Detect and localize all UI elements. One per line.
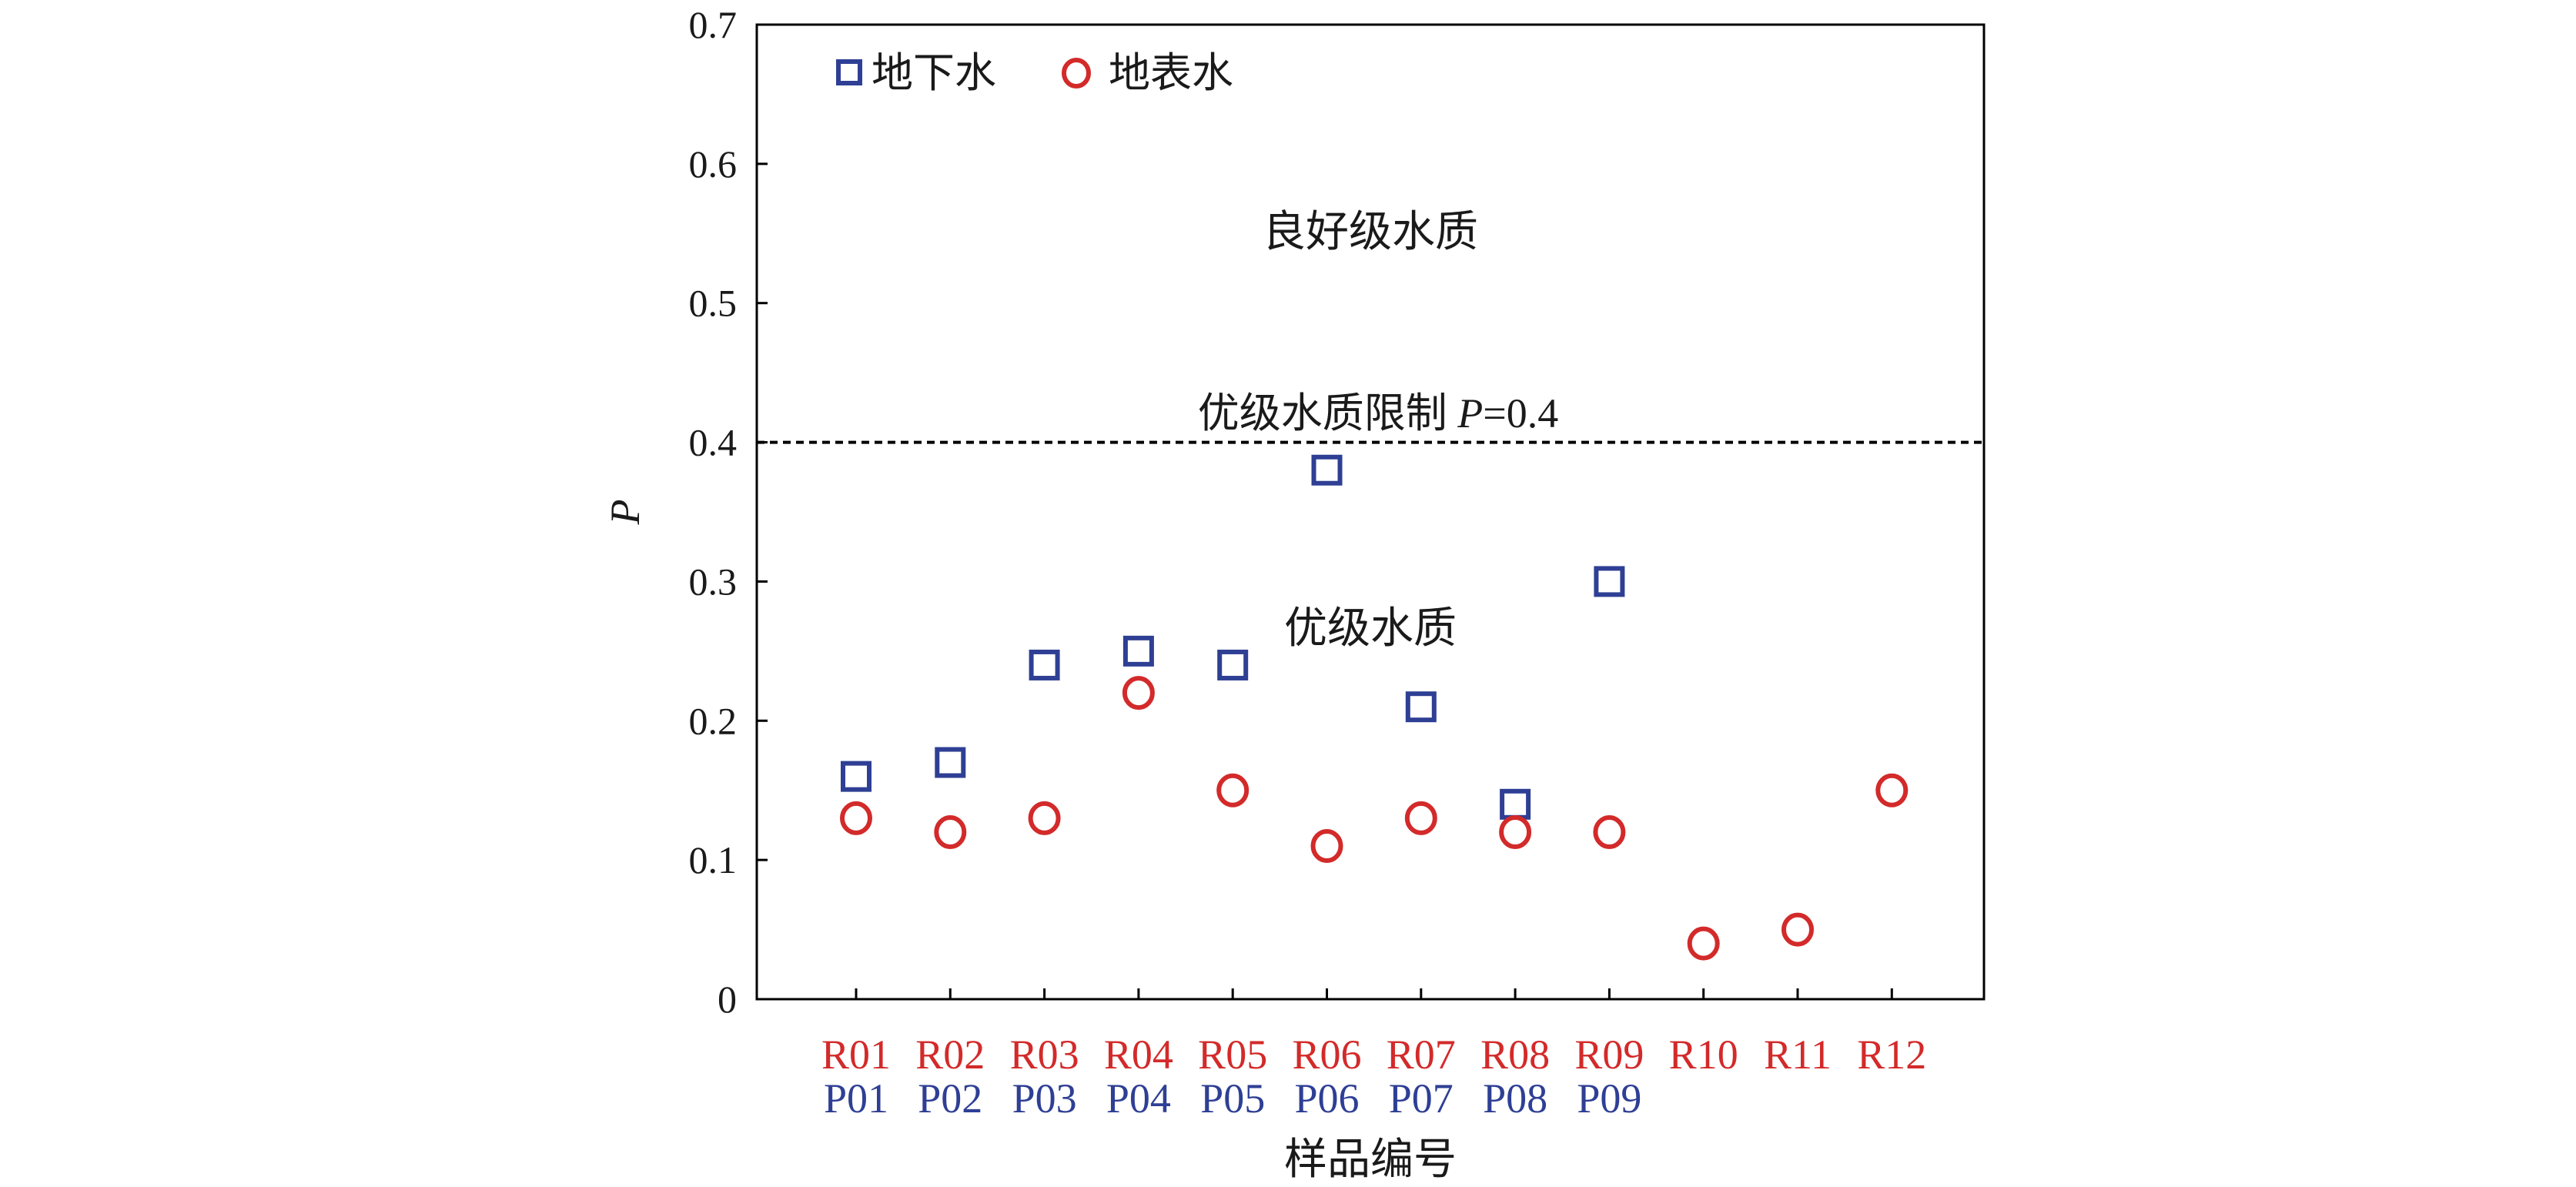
surface-water-point	[1499, 814, 1532, 849]
x-tick-label-surface: R10	[1669, 1032, 1738, 1078]
surface-water-point	[934, 814, 967, 849]
y-tick-label: 0.5	[689, 282, 738, 325]
x-axis: R01 R02 R03 R04 R05 R06 R07 R08 R09 R10 R11 R12 P01 P…	[821, 988, 1926, 1184]
legend-surface-marker	[1062, 58, 1091, 89]
x-tick-label-surface: R01	[821, 1032, 891, 1078]
x-tick-label-surface: R07	[1387, 1032, 1456, 1078]
x-tick-label-surface: R12	[1857, 1032, 1926, 1078]
good-quality-label: 良好级水质	[1263, 209, 1478, 256]
legend-groundwater-label: 地下水	[871, 50, 996, 96]
legend-groundwater-marker	[836, 59, 862, 85]
surface-water-point	[1593, 814, 1626, 849]
y-tick-label: 0.6	[689, 142, 738, 186]
surface-water-point	[840, 801, 872, 835]
y-tick-label: 0.1	[689, 838, 738, 881]
surface-water-point	[1781, 912, 1814, 947]
excellent-quality-label: 优级水质	[1284, 605, 1457, 653]
x-tick-label-surface: R05	[1198, 1032, 1267, 1078]
legend-surface-label: 地表水	[1109, 50, 1233, 96]
groundwater-point	[1122, 635, 1154, 667]
threshold-label: 优级水质限制 P=0.4	[1198, 390, 1558, 436]
surface-water-point	[1122, 676, 1155, 711]
y-axis: 0 0.1 0.2 0.3 0.4 0.5 0.6 0.7 P	[602, 3, 768, 1021]
x-tick-label-surface: R02	[915, 1032, 985, 1078]
plot-frame	[755, 23, 1986, 1001]
surface-water-point	[1687, 926, 1720, 961]
groundwater-point	[1594, 566, 1625, 597]
surface-water-point	[1310, 829, 1343, 864]
x-tick-label-ground: P07	[1389, 1075, 1454, 1122]
groundwater-point	[1217, 649, 1249, 680]
groundwater-point	[841, 761, 871, 792]
groundwater-point	[1311, 454, 1343, 486]
y-tick-label: 0.7	[689, 3, 738, 46]
groundwater-point	[1405, 691, 1437, 723]
x-tick-label-surface: R06	[1292, 1032, 1361, 1078]
x-tick-label-surface: R04	[1104, 1032, 1173, 1078]
x-tick-label-ground: P01	[824, 1075, 888, 1122]
groundwater-point	[1029, 649, 1060, 680]
x-tick-label-ground: P02	[918, 1075, 982, 1122]
y-tick-label: 0.3	[689, 560, 738, 603]
plot-border	[755, 23, 1986, 1001]
x-tick-label-ground: P03	[1012, 1075, 1077, 1122]
surface-water-point	[1875, 773, 1909, 807]
groundwater-point	[1500, 788, 1531, 820]
surface-water-point	[1216, 773, 1250, 807]
threshold: 优级水质限制 P=0.4	[757, 390, 1984, 444]
x-tick-label-surface: R09	[1574, 1032, 1644, 1078]
x-tick-label-surface: R08	[1480, 1032, 1550, 1078]
x-tick-label-ground: P09	[1577, 1075, 1641, 1122]
y-tick-label: 0.4	[689, 421, 738, 464]
x-tick-label-ground: P06	[1294, 1075, 1359, 1122]
x-tick-label-ground: P08	[1483, 1075, 1547, 1122]
groundwater-point	[935, 747, 966, 778]
y-tick-label: 0	[718, 978, 737, 1021]
y-axis-label: P	[602, 500, 648, 526]
surface-water-point	[1404, 801, 1437, 835]
legend: 地下水 地表水	[836, 50, 1233, 96]
x-tick-label-surface: R11	[1764, 1032, 1832, 1078]
x-axis-label: 样品编号	[1284, 1136, 1457, 1184]
y-tick-label: 0.2	[689, 699, 738, 742]
surface-water-point	[1028, 801, 1061, 835]
x-tick-label-surface: R03	[1010, 1032, 1079, 1078]
x-tick-label-ground: P04	[1106, 1075, 1171, 1122]
series-marks	[840, 454, 1909, 961]
x-tick-label-ground: P05	[1200, 1075, 1265, 1122]
